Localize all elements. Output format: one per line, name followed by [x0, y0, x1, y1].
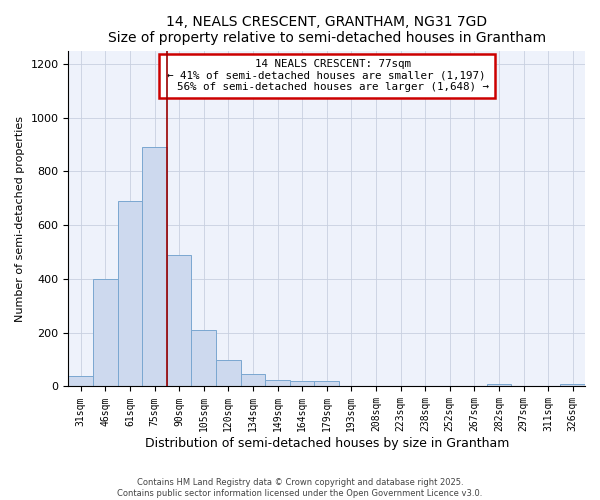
Bar — [216, 360, 241, 386]
Bar — [487, 384, 511, 386]
Text: Contains HM Land Registry data © Crown copyright and database right 2025.
Contai: Contains HM Land Registry data © Crown c… — [118, 478, 482, 498]
Text: 14 NEALS CRESCENT: 77sqm
← 41% of semi-detached houses are smaller (1,197)
  56%: 14 NEALS CRESCENT: 77sqm ← 41% of semi-d… — [164, 59, 489, 92]
Title: 14, NEALS CRESCENT, GRANTHAM, NG31 7GD
Size of property relative to semi-detache: 14, NEALS CRESCENT, GRANTHAM, NG31 7GD S… — [107, 15, 546, 45]
Bar — [142, 148, 167, 386]
Bar — [241, 374, 265, 386]
Bar — [93, 279, 118, 386]
Bar — [265, 380, 290, 386]
Bar — [191, 330, 216, 386]
Bar — [314, 381, 339, 386]
Bar — [68, 376, 93, 386]
Bar — [560, 384, 585, 386]
Bar — [167, 255, 191, 386]
Bar — [118, 201, 142, 386]
Bar — [290, 381, 314, 386]
Y-axis label: Number of semi-detached properties: Number of semi-detached properties — [15, 116, 25, 322]
X-axis label: Distribution of semi-detached houses by size in Grantham: Distribution of semi-detached houses by … — [145, 437, 509, 450]
